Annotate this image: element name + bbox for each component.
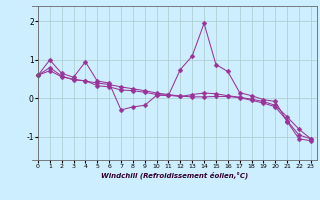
X-axis label: Windchill (Refroidissement éolien,°C): Windchill (Refroidissement éolien,°C) (101, 172, 248, 179)
